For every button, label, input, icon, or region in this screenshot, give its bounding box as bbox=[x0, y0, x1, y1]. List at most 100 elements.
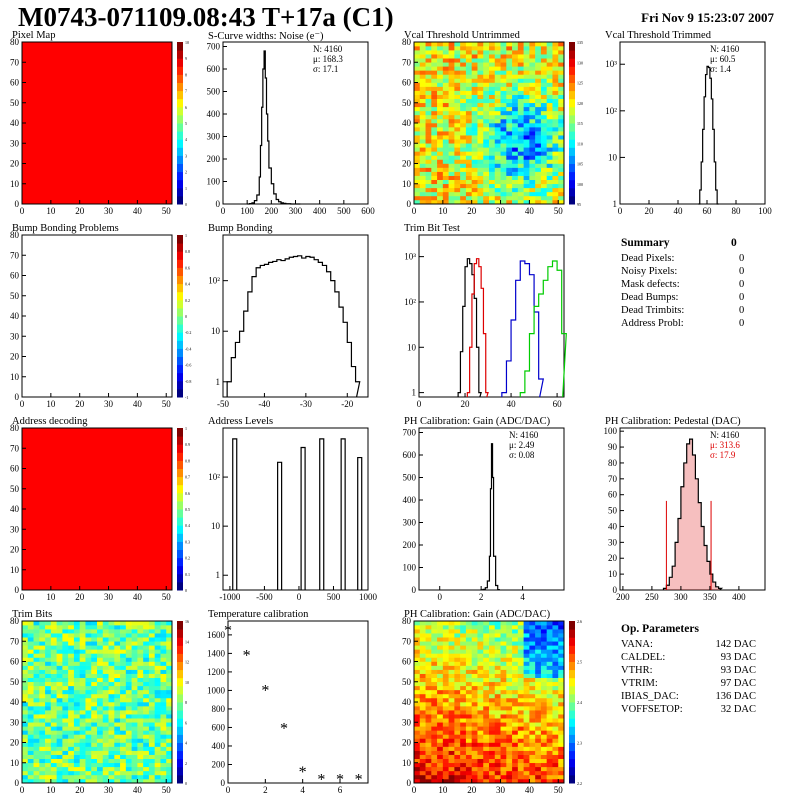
heatmap-cell bbox=[27, 677, 34, 683]
histogram-series bbox=[519, 260, 567, 398]
heatmap-cell bbox=[483, 649, 490, 654]
heatmap-cell bbox=[529, 669, 536, 674]
heatmap-cell bbox=[517, 147, 524, 152]
heatmap-cell bbox=[137, 641, 144, 646]
heatmap-cell bbox=[125, 718, 132, 723]
heatmap-cell bbox=[68, 677, 75, 683]
heatmap-cell bbox=[448, 750, 455, 755]
heatmap-cell bbox=[506, 718, 513, 723]
y-tick-label: 70 bbox=[402, 636, 412, 646]
heatmap-cell bbox=[442, 734, 449, 739]
heatmap-cell bbox=[477, 123, 484, 128]
y-tick-label: 20 bbox=[10, 352, 20, 362]
heatmap-cell bbox=[120, 693, 127, 699]
heatmap-cell bbox=[79, 742, 86, 747]
palette bbox=[177, 42, 183, 205]
heatmap-cell bbox=[540, 78, 547, 83]
x-tick-label: 50 bbox=[162, 399, 172, 409]
heatmap-cell bbox=[465, 710, 472, 715]
heatmap-cell bbox=[166, 661, 173, 666]
heatmap-cell bbox=[425, 42, 432, 47]
heatmap-cell bbox=[465, 762, 472, 768]
heatmap-cell bbox=[523, 762, 530, 768]
heatmap-cell bbox=[442, 774, 449, 780]
heatmap-cell bbox=[414, 155, 421, 160]
heatmap-cell bbox=[500, 726, 507, 731]
heatmap-cell bbox=[50, 774, 57, 780]
heatmap-cell bbox=[489, 766, 496, 772]
heatmap-cell bbox=[39, 629, 46, 634]
heatmap-cell bbox=[160, 665, 167, 670]
heatmap-cell bbox=[454, 710, 461, 715]
address-decoding-plot: 00.10.20.30.40.50.60.70.80.910 10 20 30 40 50… bbox=[10, 423, 190, 602]
y-tick-label: 30 bbox=[402, 138, 412, 148]
heatmap-cell bbox=[125, 665, 132, 670]
x-tick-label: 20 bbox=[645, 206, 655, 216]
heatmap-cell bbox=[494, 135, 501, 140]
heatmap-cell bbox=[425, 66, 432, 71]
heatmap-cell bbox=[22, 665, 29, 670]
heatmap-cell bbox=[552, 669, 559, 674]
heatmap-cell bbox=[489, 187, 496, 193]
heatmap-cell bbox=[494, 159, 501, 164]
heatmap-cell bbox=[483, 62, 490, 67]
heatmap-cell bbox=[500, 179, 507, 185]
x-tick-label: 2 bbox=[479, 592, 484, 602]
heatmap-cell bbox=[489, 710, 496, 715]
heatmap-cell bbox=[39, 665, 46, 670]
heatmap-cell bbox=[79, 657, 86, 662]
heatmap-cell bbox=[517, 661, 524, 666]
heatmap-cell bbox=[523, 697, 530, 703]
heatmap-cell bbox=[442, 74, 449, 79]
heatmap-cell bbox=[45, 657, 52, 662]
heatmap-cell bbox=[419, 754, 426, 759]
heatmap-cell bbox=[154, 645, 161, 650]
heatmap-cell bbox=[489, 123, 496, 128]
heatmap-cell bbox=[494, 191, 501, 197]
x-tick-label: 0 bbox=[20, 206, 25, 216]
stat-line: μ: 313.6 bbox=[710, 440, 740, 450]
heatmap-cell bbox=[160, 774, 167, 780]
heatmap-cell bbox=[148, 657, 155, 662]
heatmap-cell bbox=[471, 697, 478, 703]
heatmap-cell bbox=[160, 718, 167, 723]
heatmap-cell bbox=[160, 681, 167, 687]
heatmap-cell bbox=[91, 738, 98, 743]
heatmap-cell bbox=[465, 62, 472, 67]
heatmap-cell bbox=[506, 746, 513, 751]
heatmap-cell bbox=[465, 758, 472, 764]
heatmap-cell bbox=[517, 175, 524, 180]
heatmap-cell bbox=[73, 633, 80, 638]
y-tick-label: 50 bbox=[10, 484, 20, 494]
heatmap-cell bbox=[523, 159, 530, 164]
heatmap-cell bbox=[460, 718, 467, 723]
heatmap-cell bbox=[523, 645, 530, 650]
heatmap-cell bbox=[506, 179, 513, 185]
heatmap-cell bbox=[85, 649, 92, 654]
heatmap-cell bbox=[477, 766, 484, 772]
heatmap-cell bbox=[120, 758, 127, 764]
heatmap-cell bbox=[137, 706, 144, 711]
heatmap-cell bbox=[448, 653, 455, 658]
heatmap-cell bbox=[465, 123, 472, 128]
y-tick-label: 20 bbox=[608, 553, 618, 563]
heatmap-cell bbox=[448, 58, 455, 63]
heatmap-cell bbox=[137, 742, 144, 747]
heatmap-cell bbox=[517, 665, 524, 670]
heatmap-cell bbox=[477, 82, 484, 87]
heatmap-cell bbox=[27, 673, 34, 678]
heatmap-cell bbox=[414, 673, 421, 678]
heatmap-cell bbox=[73, 726, 80, 731]
heatmap-cell bbox=[489, 673, 496, 678]
y-tick-label: 60 bbox=[10, 657, 20, 667]
heatmap-cell bbox=[56, 625, 63, 630]
heatmap-cell bbox=[448, 86, 455, 91]
heatmap-cell bbox=[39, 633, 46, 638]
heatmap-cell bbox=[437, 50, 444, 55]
heatmap-cell bbox=[114, 633, 121, 638]
heatmap-cell bbox=[558, 175, 565, 180]
heatmap-cell bbox=[500, 718, 507, 723]
heatmap-cell bbox=[477, 139, 484, 144]
heatmap-cell bbox=[166, 766, 173, 772]
heatmap-cell bbox=[512, 70, 519, 75]
